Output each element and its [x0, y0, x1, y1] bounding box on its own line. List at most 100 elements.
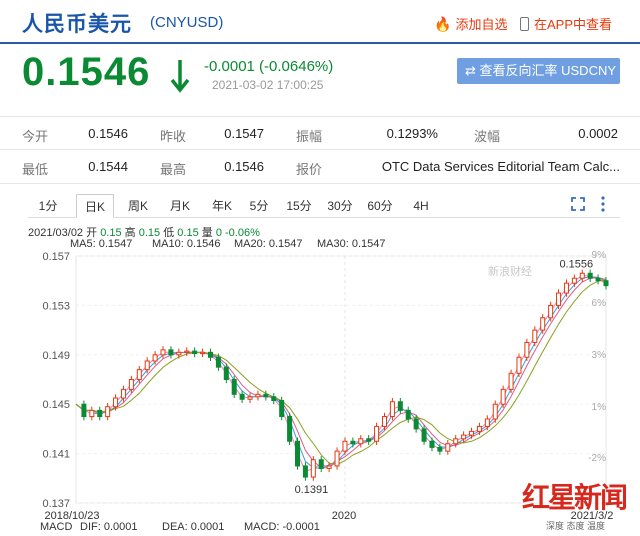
chart-info-line: 2021/03/02 开 0.15 高 0.15 低 0.15 量 0 -0.0…	[28, 224, 260, 240]
amplitude-label: 振幅	[296, 129, 323, 144]
candle	[556, 292, 562, 306]
range-label: 波幅	[474, 129, 501, 144]
tab-4h[interactable]: 4H	[413, 199, 429, 213]
reverse-rate-button[interactable]: ⇄ 查看反向汇率 USDCNY	[457, 58, 620, 84]
candle	[231, 379, 237, 395]
candle	[326, 465, 332, 469]
candle	[144, 360, 150, 371]
low-annotation: 0.1391	[295, 484, 329, 496]
x-tick-label: 2018/10/23	[44, 510, 99, 520]
candle	[97, 409, 103, 418]
tab-15min[interactable]: 15分	[286, 199, 312, 213]
candle	[207, 351, 213, 358]
ma-line	[75, 277, 607, 469]
ma5-label: MA5: 0.1547	[70, 238, 133, 250]
add-favorite-button[interactable]: 🔥 添加自选	[434, 14, 507, 33]
pct-tick-label: 1%	[592, 402, 607, 413]
candle	[168, 349, 174, 356]
info-high: 0.15	[138, 227, 161, 239]
info-open-label: 开	[86, 227, 98, 239]
tab-5min[interactable]: 5分	[249, 199, 269, 213]
tab-divider	[28, 217, 620, 218]
prev-close-value: 0.1547	[224, 126, 264, 141]
candle	[508, 372, 514, 390]
candle	[563, 282, 569, 294]
candle	[152, 354, 158, 362]
candle	[136, 369, 142, 381]
stats-table: 今开 0.1546 昨收 0.1547 振幅 0.1293% 波幅 0.0002…	[0, 116, 640, 184]
candle	[105, 406, 111, 418]
high-value: 0.1546	[224, 159, 264, 174]
candle	[81, 403, 87, 418]
x-tick-label: 2020	[332, 510, 356, 520]
price-change: -0.0001 (-0.0646%)	[204, 58, 334, 75]
candle	[128, 379, 134, 390]
currency-code: (CNYUSD)	[150, 14, 224, 31]
y-tick-label: 0.157	[42, 251, 70, 263]
y-tick-label: 0.153	[42, 300, 70, 312]
kline-chart[interactable]: 新浪财经 0.157 0.153 0.149 0.145 0.141 0.137 9% 6% 3…	[0, 248, 640, 520]
tab-weekly[interactable]: 周K	[127, 199, 148, 213]
candle	[350, 440, 356, 445]
tab-daily[interactable]: 日K	[76, 194, 114, 218]
candle	[120, 388, 126, 399]
candle	[294, 440, 300, 467]
pct-tick-label: 9%	[592, 250, 607, 261]
tab-yearly[interactable]: 年K	[211, 199, 232, 213]
red-star-news-logo: 红星新闻	[522, 482, 628, 513]
x-tick-label: 2021/3/2	[571, 510, 614, 520]
tab-1min[interactable]: 1分	[38, 199, 58, 213]
info-low-label: 低	[163, 227, 175, 239]
candle	[358, 438, 364, 445]
plot-area	[75, 255, 607, 504]
red-star-slogan: 深度 态度 温度	[546, 521, 606, 531]
candle	[587, 272, 593, 279]
info-open: 0.15	[100, 227, 122, 239]
candle	[342, 440, 348, 452]
info-high-label: 高	[124, 227, 136, 239]
view-in-app-button[interactable]: 在APP中查看	[520, 14, 612, 33]
candle	[571, 277, 577, 284]
pct-tick-label: -2%	[588, 453, 606, 464]
candle	[429, 440, 435, 448]
candle	[476, 425, 482, 432]
candle	[318, 459, 324, 469]
quote-timestamp: 2021-03-02 17:00:25	[212, 78, 324, 92]
current-price: 0.1546	[22, 50, 151, 94]
tab-30min[interactable]: 30分	[327, 199, 353, 213]
candle	[302, 465, 308, 478]
stats-row: 最低 0.1544 最高 0.1546 报价 OTC Data Services…	[0, 150, 640, 184]
candle	[366, 438, 372, 442]
candle	[382, 416, 388, 427]
candle	[310, 459, 316, 478]
open-value: 0.1546	[88, 126, 128, 141]
phone-icon	[520, 17, 529, 31]
candle	[445, 443, 451, 452]
candle	[548, 304, 554, 319]
candle	[421, 428, 427, 442]
macd-value-label: MACD: -0.0001	[244, 521, 320, 533]
candle	[263, 393, 269, 398]
pct-tick-label: 3%	[592, 350, 607, 361]
ma-line	[75, 279, 607, 466]
stats-row: 今开 0.1546 昨收 0.1547 振幅 0.1293% 波幅 0.0002	[0, 116, 640, 150]
range-value: 0.0002	[578, 126, 618, 141]
swap-icon: ⇄	[465, 63, 480, 78]
header: 人民币美元 (CNYUSD) 🔥 添加自选 在APP中查看	[0, 0, 640, 44]
more-options-icon[interactable]	[600, 196, 606, 212]
tab-60min[interactable]: 60分	[367, 199, 393, 213]
candle	[176, 351, 182, 356]
ma20-label: MA20: 0.1547	[234, 238, 303, 250]
pct-tick-label: 6%	[592, 298, 607, 309]
tab-monthly[interactable]: 月K	[169, 199, 190, 213]
candle	[89, 409, 95, 418]
amplitude-value: 0.1293%	[386, 126, 438, 141]
candle	[113, 397, 119, 408]
quote-source-value: OTC Data Services Editorial Team Calc...	[381, 159, 620, 174]
candle	[223, 366, 229, 381]
candle	[492, 403, 498, 420]
candle	[532, 329, 538, 343]
high-annotation: 0.1556	[559, 258, 593, 270]
fullscreen-icon[interactable]	[571, 197, 585, 211]
candle	[279, 399, 285, 418]
